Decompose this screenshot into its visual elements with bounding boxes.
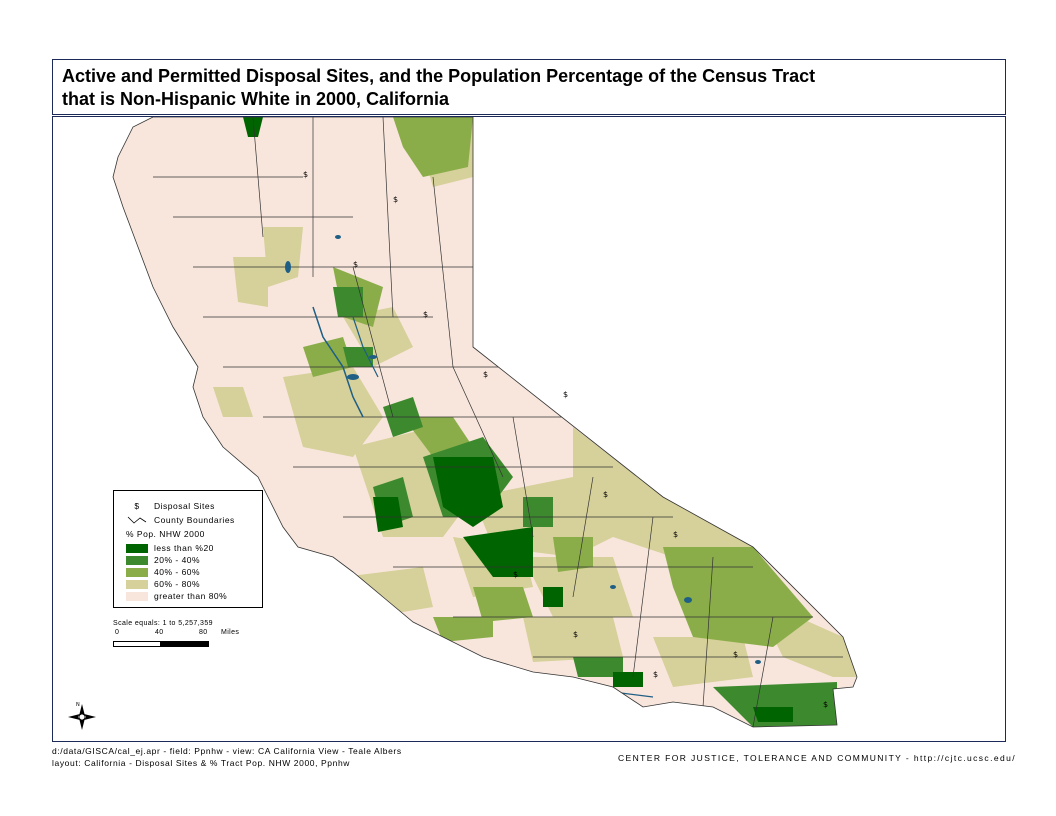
legend-class-row: 20% - 40% bbox=[126, 555, 200, 565]
legend-class-label: 20% - 40% bbox=[154, 555, 201, 565]
disposal-site-icon: $ bbox=[823, 700, 828, 709]
legend-disposal-sites: $ Disposal Sites bbox=[126, 501, 215, 511]
disposal-site-icon: $ bbox=[653, 670, 658, 679]
disposal-site-icon: $ bbox=[733, 650, 738, 659]
svg-text:N: N bbox=[76, 702, 80, 708]
map-frame: $ $ $ $ $ $ $ $ $ $ $ $ $ bbox=[52, 116, 1006, 742]
legend-county-boundaries-label: County Boundaries bbox=[154, 515, 235, 525]
scale-unit: Miles bbox=[221, 629, 240, 636]
disposal-site-icon: $ bbox=[303, 170, 308, 179]
scale-bar: Scale equals: 1 to 5,257,359 0 40 80 Mil… bbox=[113, 620, 239, 647]
scale-tick-40: 40 bbox=[155, 629, 164, 636]
scale-text: Scale equals: 1 to 5,257,359 bbox=[113, 620, 213, 627]
disposal-site-icon: $ bbox=[563, 390, 568, 399]
map-title-box: Active and Permitted Disposal Sites, and… bbox=[52, 59, 1006, 115]
footer-credit: CENTER FOR JUSTICE, TOLERANCE AND COMMUN… bbox=[618, 753, 1016, 763]
disposal-site-icon: $ bbox=[353, 260, 358, 269]
scale-tick-80: 80 bbox=[199, 629, 208, 636]
legend-class-row: less than %20 bbox=[126, 543, 214, 553]
north-arrow-icon: N bbox=[68, 702, 96, 730]
legend-class-label: 60% - 80% bbox=[154, 579, 201, 589]
county-boundary-icon bbox=[127, 516, 147, 524]
disposal-site-icon: $ bbox=[513, 570, 518, 579]
legend-class-label: less than %20 bbox=[154, 543, 214, 553]
disposal-site-icon: $ bbox=[134, 501, 140, 511]
legend-class-swatch bbox=[126, 591, 148, 601]
map-title-line-1: Active and Permitted Disposal Sites, and… bbox=[62, 66, 816, 86]
legend-class-label: greater than 80% bbox=[154, 591, 228, 601]
legend-class-row: 40% - 60% bbox=[126, 567, 200, 577]
legend-class-label: 40% - 60% bbox=[154, 567, 201, 577]
legend-class-row: 60% - 80% bbox=[126, 579, 200, 589]
disposal-site-icon: $ bbox=[573, 630, 578, 639]
disposal-site-markers: $ $ $ $ $ $ $ $ $ $ $ $ $ bbox=[303, 170, 828, 709]
footer-line-1: d:/data/GISCA/cal_ej.apr - field: Ppnhw … bbox=[52, 746, 402, 756]
disposal-site-icon: $ bbox=[423, 310, 428, 319]
legend-county-boundaries: County Boundaries bbox=[126, 515, 235, 525]
legend-class-swatch bbox=[126, 555, 148, 565]
map-legend: $ Disposal Sites County Boundaries % Pop… bbox=[113, 490, 263, 608]
map-title-line-2: that is Non-Hispanic White in 2000, Cali… bbox=[62, 89, 450, 109]
footer-file-info: d:/data/GISCA/cal_ej.apr - field: Ppnhw … bbox=[52, 745, 402, 769]
footer-line-2: layout: California - Disposal Sites & % … bbox=[52, 758, 351, 768]
legend-classes-title: % Pop. NHW 2000 bbox=[126, 529, 205, 539]
legend-class-swatch bbox=[126, 579, 148, 589]
legend-disposal-sites-label: Disposal Sites bbox=[154, 501, 215, 511]
disposal-site-icon: $ bbox=[483, 370, 488, 379]
tract-fills bbox=[213, 117, 857, 727]
legend-class-row: greater than 80% bbox=[126, 591, 227, 601]
scale-bar-graphic bbox=[113, 641, 213, 647]
disposal-site-icon: $ bbox=[393, 195, 398, 204]
county-boundaries bbox=[153, 117, 843, 727]
legend-classes-title-text: % Pop. NHW 2000 bbox=[126, 529, 205, 539]
scale-tick-0: 0 bbox=[115, 629, 120, 636]
california-map: $ $ $ $ $ $ $ $ $ $ $ $ $ bbox=[112, 117, 858, 728]
legend-class-swatch bbox=[126, 543, 148, 553]
disposal-site-icon: $ bbox=[673, 530, 678, 539]
disposal-site-icon: $ bbox=[603, 490, 608, 499]
legend-class-swatch bbox=[126, 567, 148, 577]
